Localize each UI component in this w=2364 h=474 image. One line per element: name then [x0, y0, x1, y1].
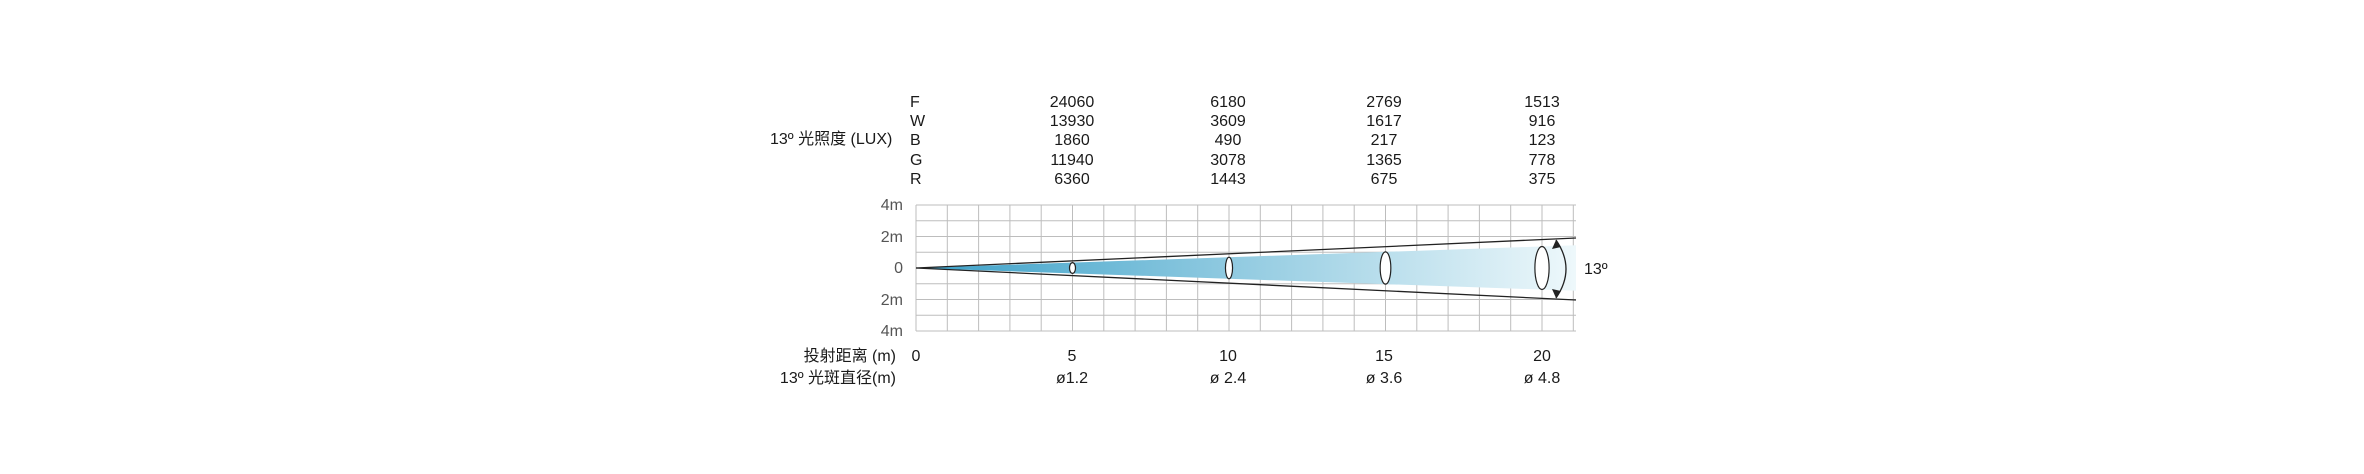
beam-edge-top [915, 237, 1577, 269]
beam-edge-bottom [915, 267, 1577, 301]
channel-label: B [910, 132, 921, 149]
y-tick-label: 4m [881, 197, 903, 214]
spot-ellipse [1534, 245, 1550, 291]
lux-value: 2769 [1366, 94, 1402, 111]
spot-diameter-value: ø 3.6 [1366, 370, 1403, 387]
lux-value: 6360 [1054, 171, 1090, 188]
channel-list: F W B G R [910, 94, 926, 188]
beam-cone [915, 237, 1577, 301]
spot-ellipses [1068, 245, 1550, 291]
spot-diameter-values: ø1.2 ø 2.4 ø 3.6 ø 4.8 [1056, 370, 1560, 387]
lux-value: 217 [1371, 132, 1398, 149]
lux-value: 1617 [1366, 113, 1402, 130]
spot-ellipse [1379, 251, 1392, 285]
distance-tick-label: 20 [1533, 348, 1551, 365]
y-axis: 4m 2m 0 2m 4m [881, 197, 903, 340]
distance-tick-label: 15 [1375, 348, 1393, 365]
channel-label: R [910, 171, 922, 188]
lux-table: 13º 光照度 (LUX) F W B G R 24060 6180 2769 151… [770, 94, 1560, 188]
beam-shape [916, 245, 1576, 291]
lux-value: 1365 [1366, 152, 1402, 169]
lux-value: 6180 [1210, 94, 1246, 111]
lux-value: 675 [1371, 171, 1398, 188]
arrow-down-icon [1552, 289, 1561, 298]
spot-diameter-value: ø1.2 [1056, 370, 1088, 387]
distance-tick-label: 10 [1219, 348, 1237, 365]
lux-value: 1860 [1054, 132, 1090, 149]
lux-values: 24060 6180 2769 1513 13930 3609 1617 916 1860 490… [1050, 94, 1560, 188]
y-tick-label: 2m [881, 292, 903, 309]
spot-diameter-label: 13º 光斑直径(m) [780, 369, 896, 387]
y-tick-label: 4m [881, 323, 903, 340]
spot-ellipse [1068, 262, 1077, 274]
distance-tick-label: 5 [1068, 348, 1077, 365]
lux-value: 13930 [1050, 113, 1095, 130]
y-tick-label: 0 [894, 260, 903, 277]
channel-label: F [910, 94, 920, 111]
arrow-up-icon [1552, 240, 1561, 249]
spot-diameter-value: ø 4.8 [1524, 370, 1561, 387]
spot-ellipse [1224, 256, 1234, 280]
y-tick-label: 2m [881, 229, 903, 246]
lux-value: 3078 [1210, 152, 1246, 169]
lux-value: 123 [1529, 132, 1556, 149]
distance-values: 0 5 10 15 20 [912, 348, 1551, 365]
lux-value: 375 [1529, 171, 1556, 188]
lux-label: 13º 光照度 (LUX) [770, 130, 892, 148]
distance-label: 投射距离 (m) [804, 347, 896, 365]
lux-value: 778 [1529, 152, 1556, 169]
beam-angle-label: 13º [1584, 261, 1608, 278]
lux-value: 916 [1529, 113, 1556, 130]
lux-value: 1513 [1524, 94, 1560, 111]
channel-label: W [910, 113, 926, 130]
beam-angle-indicator: 13º [1552, 239, 1608, 299]
lux-value: 1443 [1210, 171, 1246, 188]
lux-value: 11940 [1050, 152, 1093, 169]
distance-tick-label: 0 [912, 348, 921, 365]
channel-label: G [910, 152, 922, 169]
lux-value: 490 [1215, 132, 1242, 149]
lux-value: 3609 [1210, 113, 1246, 130]
lux-value: 24060 [1050, 94, 1095, 111]
spot-diameter-value: ø 2.4 [1210, 370, 1247, 387]
